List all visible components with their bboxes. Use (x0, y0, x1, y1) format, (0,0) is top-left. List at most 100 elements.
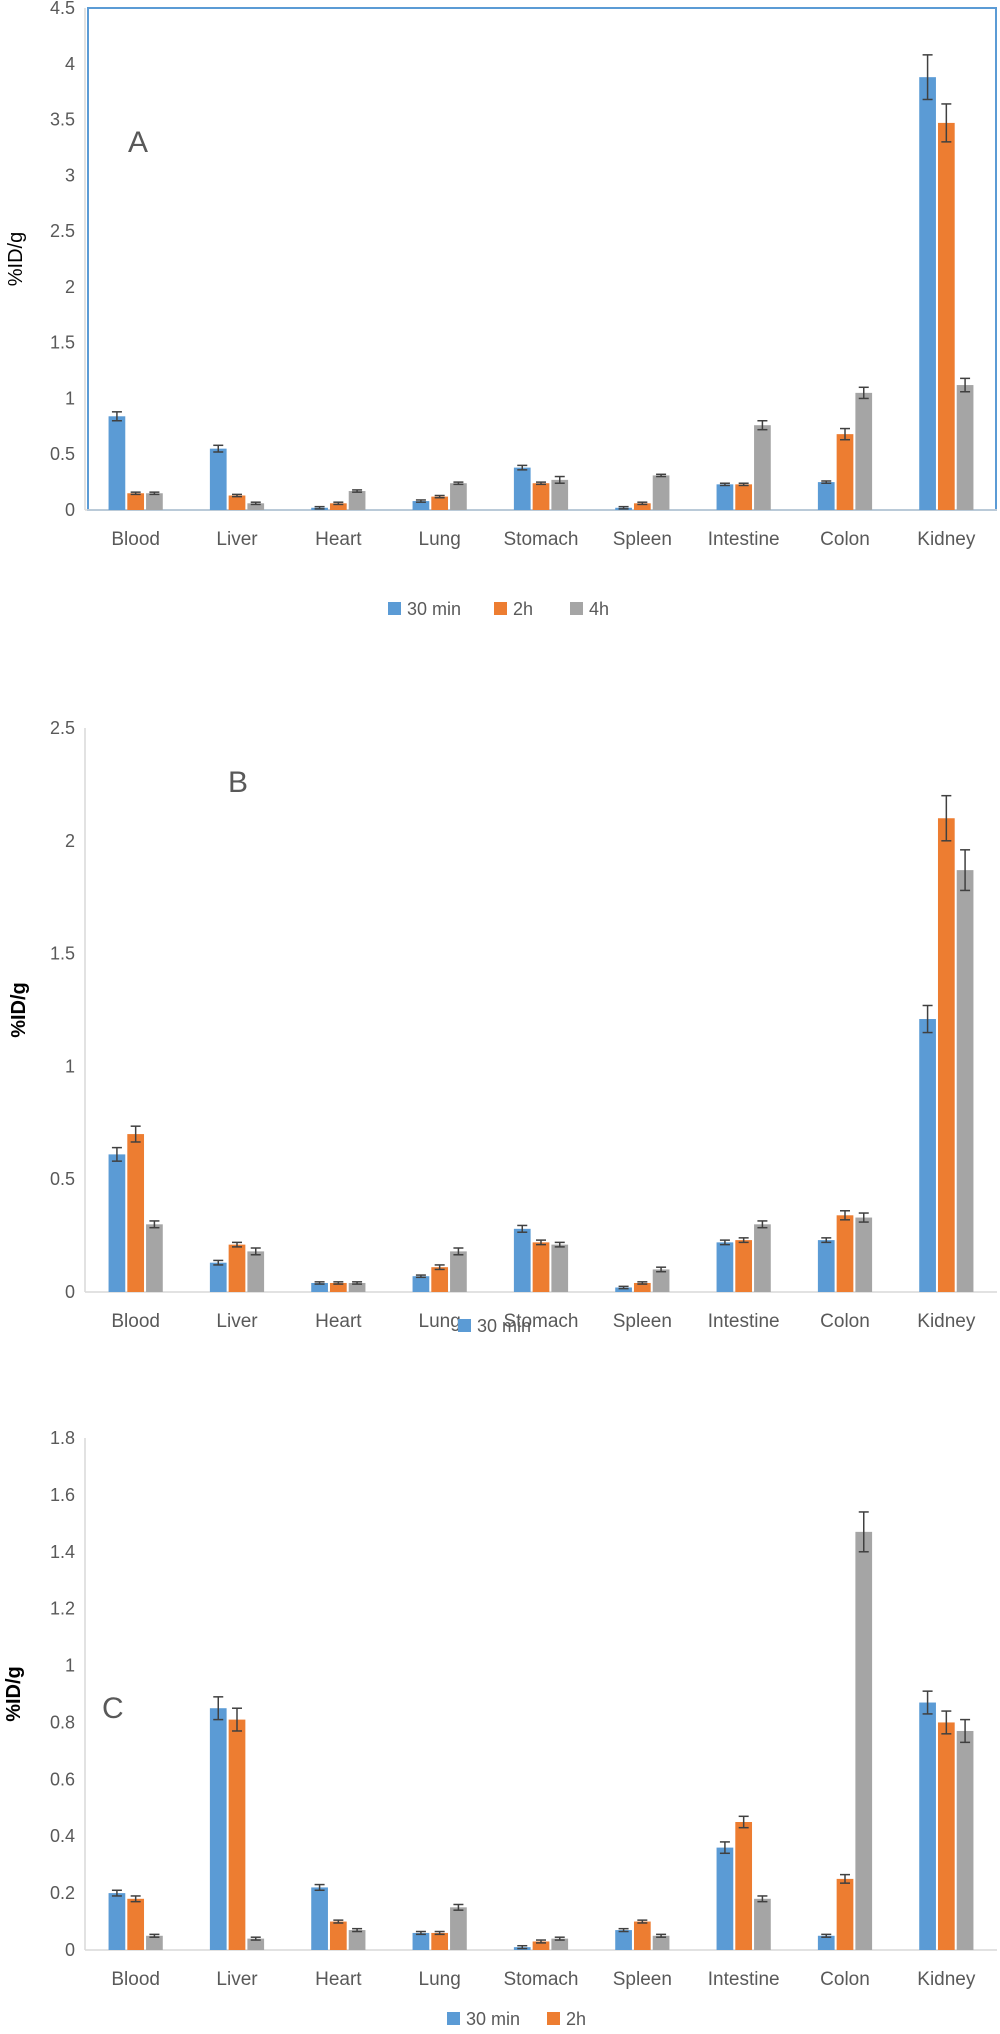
error-bar-kidney-series-2 (941, 794, 952, 842)
y-tick-label: 0 (65, 500, 75, 520)
error-bar-intestine-series-3 (757, 1895, 768, 1903)
error-bar-liver-series-1 (213, 444, 224, 453)
error-bar-liver-series-2 (232, 1707, 242, 1732)
bar-kidney-series-3 (956, 385, 974, 510)
bar-spleen-series-2 (633, 1921, 651, 1950)
bar-kidney-series-2 (937, 122, 955, 510)
error-bar-stomach-series-2 (536, 1239, 546, 1246)
bar-kidney-series-1 (919, 77, 936, 511)
bar-liver-series-3 (247, 503, 265, 510)
error-bar-intestine-series-3 (757, 1220, 768, 1229)
bar-spleen-series-1 (615, 1287, 632, 1292)
error-bar-blood-series-1 (111, 1146, 122, 1162)
bar-heart-series-3 (348, 491, 366, 510)
category-label-liver: Liver (216, 1311, 258, 1332)
bar-lung-series-3 (450, 483, 467, 510)
y-tick-label: 1 (65, 1056, 75, 1076)
category-label-colon: Colon (820, 529, 870, 550)
y-tick-label: 3.5 (50, 110, 75, 130)
error-bar-stomach-series-2 (536, 1939, 546, 1944)
bar-colon-series-1 (817, 1240, 835, 1292)
error-bar-liver-series-1 (213, 1259, 224, 1266)
bar-spleen-series-2 (633, 1282, 651, 1292)
y-tick-label: 1.6 (50, 1485, 75, 1505)
bar-lung-series-2 (431, 1267, 449, 1292)
category-label-spleen: Spleen (613, 1311, 672, 1332)
error-bar-stomach-series-1 (517, 1224, 528, 1233)
bar-liver-series-2 (228, 1719, 246, 1950)
bar-colon-series-2 (836, 1215, 854, 1292)
bar-colon-series-3 (855, 392, 873, 510)
error-bar-lung-series-2 (434, 1930, 445, 1936)
category-label-liver: Liver (216, 1969, 258, 1990)
error-bar-lung-series-3 (453, 481, 464, 486)
bar-spleen-series-2 (633, 503, 651, 510)
legend-label-30-min: 30 min (477, 1316, 531, 1336)
error-bar-colon-series-3 (858, 386, 869, 400)
error-bar-intestine-series-2 (738, 1237, 749, 1244)
error-bar-colon-series-3 (858, 1212, 869, 1223)
bar-liver-series-1 (209, 1262, 227, 1292)
bar-heart-series-3 (348, 1930, 366, 1950)
category-label-intestine: Intestine (708, 1969, 780, 1990)
error-bar-blood-series-3 (149, 1933, 160, 1938)
category-label-lung: Lung (419, 1311, 461, 1332)
error-bar-blood-series-2 (130, 1895, 141, 1903)
bar-stomach-series-3 (551, 479, 569, 510)
error-bar-stomach-series-3 (554, 1936, 565, 1941)
error-bar-liver-series-3 (250, 501, 261, 506)
error-bar-spleen-series-2 (637, 1281, 648, 1285)
category-label-colon: Colon (820, 1311, 870, 1332)
error-bar-lung-series-2 (434, 1264, 445, 1271)
bar-colon-series-1 (817, 1935, 835, 1950)
bar-liver-series-1 (209, 1708, 227, 1950)
y-tick-label: 0.5 (50, 1169, 75, 1189)
y-tick-label: 0.2 (50, 1883, 75, 1903)
error-bar-blood-series-1 (111, 1889, 122, 1897)
y-axis-title: %ID/g (8, 982, 30, 1038)
bar-colon-series-2 (836, 434, 854, 510)
error-bar-spleen-series-2 (637, 1919, 648, 1924)
y-tick-label: 0.5 (50, 444, 75, 464)
bar-intestine-series-2 (735, 1822, 753, 1950)
error-bar-colon-series-1 (821, 480, 832, 484)
bar-kidney-series-3 (956, 870, 974, 1292)
error-bar-intestine-series-2 (738, 1815, 749, 1829)
category-label-kidney: Kidney (917, 1969, 976, 1990)
category-label-blood: Blood (111, 529, 160, 550)
category-label-blood: Blood (111, 1311, 160, 1332)
bar-heart-series-2 (329, 1282, 347, 1292)
bar-spleen-series-3 (652, 1935, 670, 1950)
category-label-heart: Heart (315, 529, 362, 550)
error-bar-colon-series-2 (840, 427, 850, 441)
bar-blood-series-1 (108, 416, 126, 510)
bar-kidney-series-1 (919, 1702, 936, 1950)
bar-stomach-series-2 (532, 1242, 550, 1292)
y-tick-label: 0.8 (50, 1712, 75, 1732)
category-label-colon: Colon (820, 1969, 870, 1990)
error-bar-blood-series-2 (130, 1125, 141, 1143)
error-bar-heart-series-1 (314, 1883, 325, 1892)
legend-swatch-2h (494, 602, 507, 615)
legend-label-2h: 2h (513, 599, 533, 619)
error-bar-colon-series-3 (858, 1511, 869, 1553)
bar-blood-series-2 (127, 1898, 145, 1950)
category-label-stomach: Stomach (504, 1311, 579, 1332)
bar-blood-series-3 (146, 1935, 163, 1950)
panel-label: C (102, 1692, 124, 1725)
error-bar-spleen-series-3 (656, 1266, 667, 1273)
bar-heart-series-1 (311, 1887, 328, 1950)
category-label-lung: Lung (419, 1969, 461, 1990)
error-bar-spleen-series-1 (618, 1285, 629, 1290)
error-bar-intestine-series-1 (719, 482, 730, 487)
error-bar-lung-series-1 (415, 499, 426, 503)
bar-intestine-series-3 (754, 425, 771, 510)
error-bar-stomach-series-3 (554, 1241, 565, 1248)
chart-panel-c: 0 0.2 0.4 0.6 0.8 1 1.2 1.4 1.6 1.8 %ID/g C Blood Liv… (3, 1428, 997, 2029)
error-bar-kidney-series-1 (922, 1690, 933, 1715)
bar-stomach-series-2 (532, 1941, 550, 1950)
y-tick-label: 1.5 (50, 944, 75, 964)
error-bar-stomach-series-2 (536, 481, 546, 486)
y-tick-label: 0.4 (50, 1826, 75, 1846)
bar-colon-series-1 (817, 482, 835, 510)
